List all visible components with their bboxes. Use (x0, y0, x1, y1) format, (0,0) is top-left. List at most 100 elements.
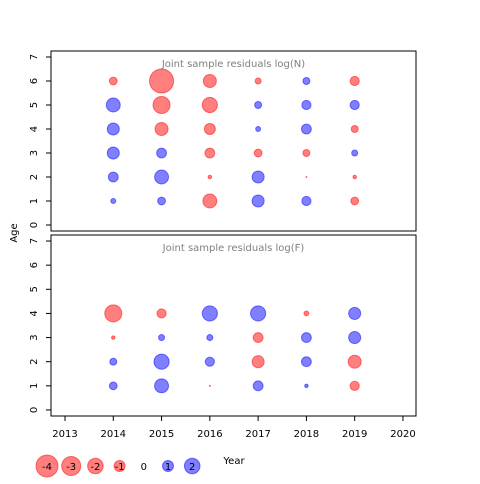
bubble (349, 75, 360, 87)
legend-bubble (183, 457, 201, 475)
bubble (301, 99, 312, 111)
bubble (149, 68, 175, 94)
bubble (111, 335, 116, 340)
bubble (206, 334, 214, 342)
y-tick-label: 0 (29, 407, 40, 413)
bubble (154, 169, 170, 185)
bubble (201, 305, 218, 322)
bubble (254, 77, 262, 85)
bubble (300, 356, 312, 368)
bubble (109, 357, 118, 366)
y-tick-label: 2 (29, 359, 40, 365)
legend-bubble (35, 454, 59, 478)
bubble (156, 308, 167, 319)
legend-label: 2 (189, 462, 195, 473)
bubble (208, 384, 211, 387)
y-tick-label: 0 (29, 222, 40, 228)
bubble (305, 175, 308, 179)
bubble (349, 99, 360, 111)
bubble (254, 101, 263, 109)
x-axis-label: Year (222, 456, 245, 467)
legend-bubble (113, 460, 126, 472)
panel-frame (50, 50, 417, 232)
bubble (347, 354, 362, 369)
bubble (104, 304, 123, 323)
panel-title: Joint sample residuals log(F) (162, 243, 305, 254)
x-tick-label: 2019 (342, 429, 367, 440)
y-tick-label: 3 (29, 150, 40, 156)
bubble (251, 170, 265, 184)
legend-label: -2 (90, 462, 100, 473)
bubble (107, 171, 119, 183)
bubble (154, 378, 170, 394)
y-axis-label: Age (9, 223, 20, 242)
y-tick-label: 6 (29, 78, 40, 84)
bubble (252, 380, 264, 392)
legend-label: 0 (141, 462, 147, 473)
bubble (203, 123, 216, 135)
bubble (156, 147, 167, 159)
bubble (351, 149, 359, 157)
x-tick-label: 2020 (390, 429, 415, 440)
legend-label: 1 (165, 462, 171, 473)
bubble (105, 97, 121, 113)
x-tick-label: 2014 (101, 429, 126, 440)
bubble (301, 195, 312, 207)
x-tick-label: 2016 (197, 429, 222, 440)
bubble (110, 198, 117, 204)
bubble (250, 305, 267, 322)
bubble (304, 383, 309, 389)
bubble (204, 356, 215, 367)
bubble (350, 125, 359, 133)
bubble (202, 193, 218, 209)
y-tick-label: 6 (29, 262, 40, 268)
bubble (154, 121, 169, 137)
bubble (204, 147, 216, 159)
bubble (300, 123, 312, 135)
bubble (108, 381, 118, 391)
bubble (207, 174, 213, 180)
y-tick-label: 5 (29, 102, 40, 108)
legend-label: -4 (42, 462, 52, 473)
bubble (302, 77, 311, 85)
y-tick-label: 7 (29, 54, 40, 60)
bubble (202, 73, 217, 89)
bubble (152, 95, 171, 115)
x-tick-label: 2018 (294, 429, 319, 440)
bubble (255, 126, 262, 132)
bubble (349, 380, 360, 391)
y-tick-label: 4 (29, 310, 40, 316)
legend-bubble (87, 457, 104, 475)
bubble (352, 174, 357, 180)
bubble (303, 310, 310, 317)
legend-bubble (162, 460, 174, 472)
y-tick-label: 4 (29, 126, 40, 132)
bubble (252, 332, 264, 343)
bubble (106, 122, 120, 136)
y-tick-label: 7 (29, 238, 40, 244)
legend-label: -1 (115, 462, 125, 473)
y-tick-label: 5 (29, 286, 40, 292)
legend-bubble (61, 455, 82, 477)
bubble (106, 146, 120, 160)
x-tick-label: 2013 (52, 429, 77, 440)
bubble (348, 331, 362, 345)
panel-frame (50, 234, 417, 417)
bubble (251, 194, 265, 208)
bubble (158, 334, 166, 342)
x-tick-label: 2015 (149, 429, 174, 440)
bubble (251, 355, 265, 369)
y-tick-label: 3 (29, 334, 40, 340)
bubble (108, 76, 118, 86)
y-tick-label: 1 (29, 383, 40, 389)
x-tick-label: 2017 (245, 429, 270, 440)
bubble (348, 306, 362, 320)
bubble (302, 149, 311, 157)
y-tick-label: 1 (29, 198, 40, 204)
legend-label: -3 (66, 462, 76, 473)
panel-title: Joint sample residuals log(N) (161, 59, 305, 70)
bubble (300, 332, 312, 343)
y-tick-label: 2 (29, 174, 40, 180)
bubble (153, 353, 170, 370)
